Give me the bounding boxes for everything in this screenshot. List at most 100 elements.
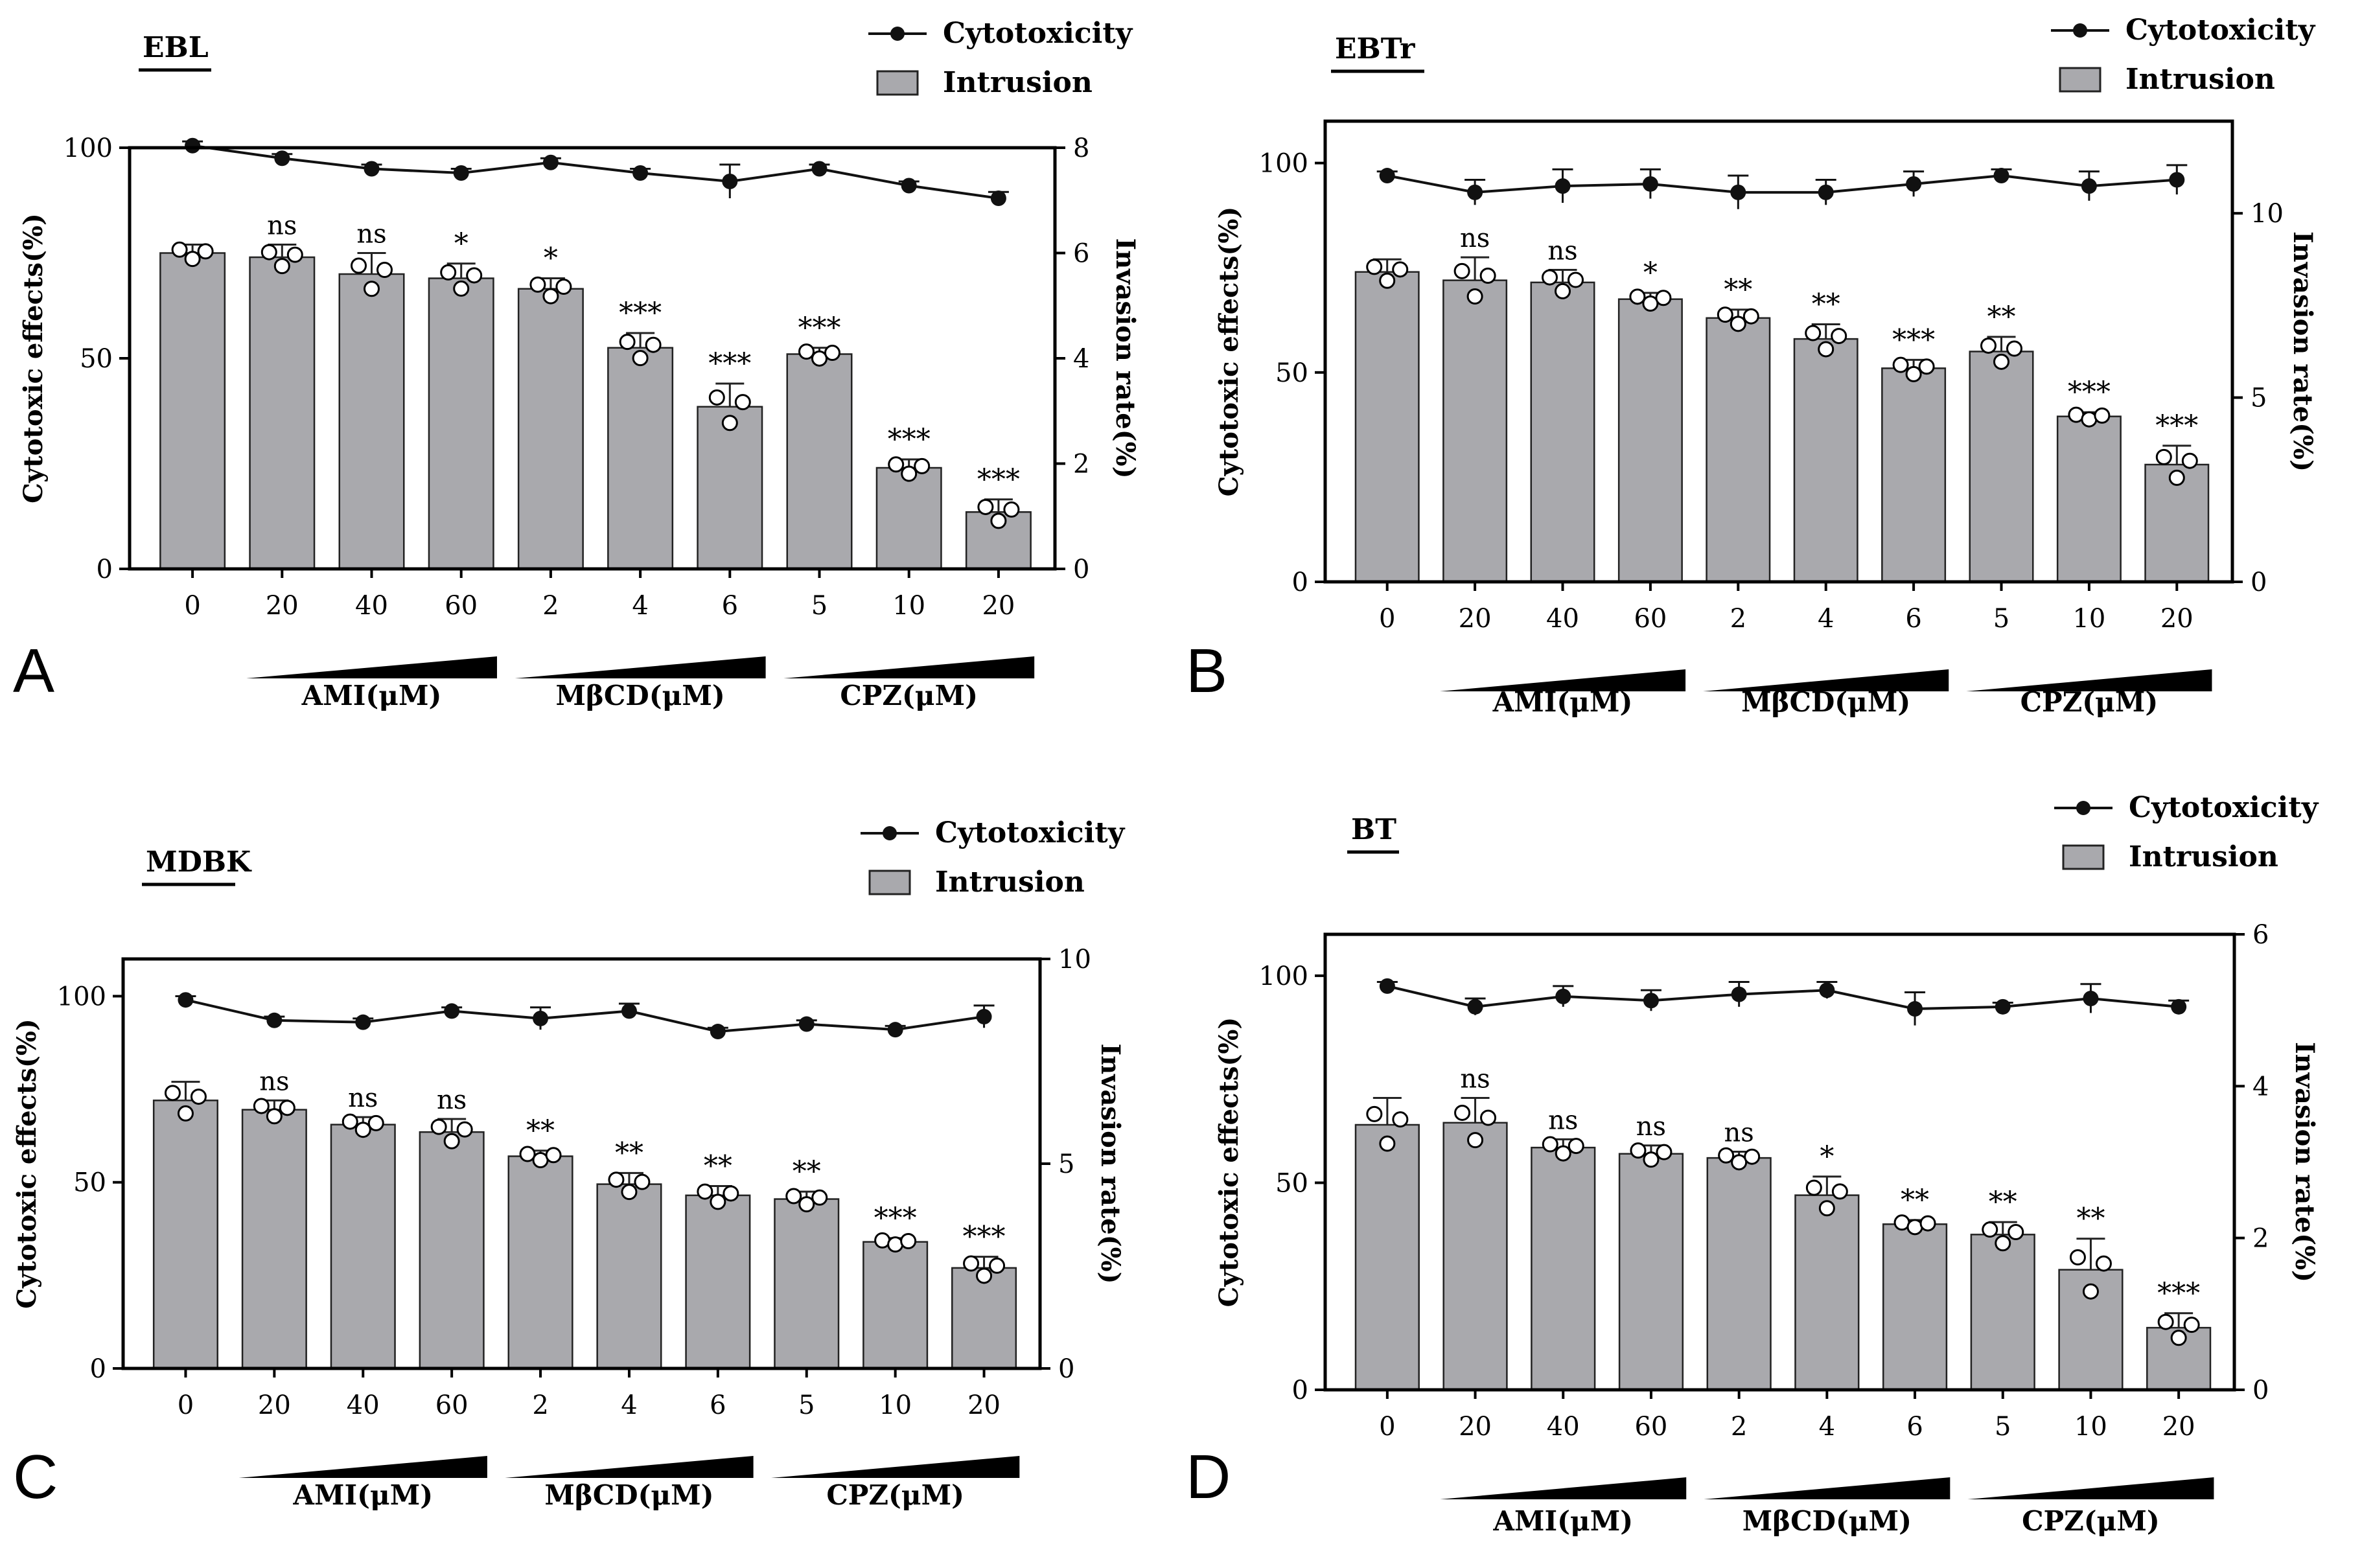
y-tick-label-0: 0 [1292, 568, 1308, 597]
y2-tick-label-2: 10 [1058, 945, 1091, 974]
replicate-point-1-2 [1480, 1109, 1497, 1126]
replicate-point-4-2 [1742, 308, 1759, 325]
significance-label-1: ns [267, 211, 297, 241]
y-tick-label-2: 100 [1259, 962, 1308, 991]
significance-label-6: *** [1892, 323, 1935, 356]
legend-label-cytotoxicity: Cytotoxicity [935, 816, 1126, 849]
y2-tick-label-3: 6 [1073, 239, 1089, 269]
replicate-point-9-0 [963, 1255, 980, 1272]
legend-bar-swatch [2062, 844, 2105, 870]
line-point-5 [1818, 184, 1834, 200]
x-tick-label-6: 6 [710, 1390, 726, 1420]
replicate-point-9-1 [976, 1267, 993, 1284]
replicate-point-6-1 [1905, 365, 1922, 382]
replicate-point-4-0 [529, 276, 546, 293]
significance-label-9: *** [963, 1221, 1006, 1254]
x-tick-label-8: 10 [2072, 604, 2105, 634]
x-tick-label-8: 10 [2074, 1412, 2107, 1442]
x-tick-label-9: 20 [2160, 604, 2194, 634]
x-tick-label-1: 20 [1459, 604, 1492, 634]
replicate-point-3-2 [456, 1121, 473, 1138]
significance-label-2: ns [348, 1083, 378, 1113]
y-tick-label-2: 100 [57, 982, 106, 1011]
replicate-point-1-0 [253, 1098, 270, 1114]
bar-2 [1531, 1146, 1596, 1391]
significance-label-5: ** [615, 1136, 643, 1170]
x-tick-label-9: 20 [967, 1390, 1001, 1420]
replicate-point-5-0 [1805, 325, 1822, 341]
panel-letter: C [13, 1442, 58, 1512]
replicate-point-0-2 [1392, 261, 1409, 278]
x-tick-label-9: 20 [982, 591, 1015, 621]
x-tick-label-3: 60 [445, 591, 478, 621]
significance-label-5: * [1820, 1140, 1834, 1173]
line-point-5 [1819, 982, 1835, 998]
line-point-6 [722, 174, 738, 189]
bar-0 [159, 252, 226, 570]
legend-label-cytotoxicity: Cytotoxicity [943, 17, 1133, 50]
line-point-8 [901, 178, 917, 194]
legend-line-marker [890, 27, 905, 41]
significance-label-7: ** [793, 1155, 821, 1188]
replicate-point-9-0 [2155, 448, 2172, 465]
replicate-point-3-1 [1642, 295, 1659, 312]
legend-label-cytotoxicity: Cytotoxicity [2129, 791, 2319, 824]
x-tick-label-0: 0 [178, 1390, 194, 1420]
x-tick-label-1: 20 [258, 1390, 291, 1420]
group-label-2: CPZ(μM) [2022, 1505, 2160, 1537]
replicate-point-3-0 [1629, 288, 1646, 305]
bar-4 [517, 288, 584, 570]
replicate-point-3-1 [1643, 1151, 1660, 1168]
line-point-0 [178, 992, 194, 1008]
concentration-wedge-1 [505, 1456, 754, 1478]
significance-label-2: ns [1548, 1105, 1578, 1135]
replicate-point-9-0 [977, 498, 994, 515]
y2-tick-label-0: 0 [2252, 1376, 2269, 1405]
replicate-point-2-1 [1555, 282, 1571, 299]
replicate-point-0-0 [1366, 1105, 1383, 1122]
line-point-9 [2171, 998, 2187, 1015]
replicate-point-2-2 [367, 1114, 384, 1131]
replicate-point-9-2 [1003, 501, 1020, 518]
replicate-point-2-1 [354, 1122, 371, 1138]
legend-line-marker [883, 826, 897, 840]
x-tick-label-3: 60 [1634, 604, 1667, 634]
replicate-point-3-1 [443, 1133, 460, 1149]
x-tick-label-2: 40 [1547, 1412, 1580, 1442]
replicate-point-0-2 [190, 1089, 207, 1105]
significance-label-7: ** [1989, 1186, 2017, 1219]
replicate-point-4-0 [1718, 1147, 1735, 1164]
replicate-point-5-1 [1818, 1200, 1835, 1217]
significance-label-1: ns [259, 1066, 289, 1096]
replicate-point-7-2 [2008, 1224, 2024, 1241]
y2-axis-label: Invasion rate(%) [1110, 238, 1140, 478]
replicate-point-0-0 [171, 241, 188, 258]
replicate-point-6-0 [1892, 356, 1909, 373]
concentration-wedge-2 [1966, 669, 2212, 691]
replicate-point-0-1 [1379, 272, 1396, 289]
replicate-point-1-1 [266, 1108, 283, 1125]
bar-6 [1882, 1223, 1948, 1391]
line-point-6 [1907, 1001, 1923, 1017]
x-tick-label-4: 2 [532, 1390, 548, 1420]
line-point-0 [185, 137, 201, 154]
line-point-1 [274, 150, 290, 167]
concentration-wedge-0 [1439, 669, 1686, 691]
panel-letter: D [1186, 1442, 1231, 1512]
bar-6 [1881, 367, 1947, 583]
replicate-point-7-2 [824, 345, 840, 362]
y-tick-label-2: 100 [1259, 149, 1308, 179]
x-tick-label-8: 10 [892, 591, 925, 621]
bar-1 [241, 1109, 307, 1370]
y2-tick-label-2: 10 [2251, 199, 2284, 229]
y-axis-label: Cytotoxic effects(%) [1214, 1017, 1244, 1308]
replicate-point-5-0 [619, 334, 636, 351]
significance-label-9: *** [2157, 1277, 2200, 1310]
replicate-point-2-2 [1568, 271, 1584, 288]
line-point-6 [1906, 176, 1922, 192]
line-point-2 [1555, 178, 1571, 194]
bar-1 [1442, 1122, 1508, 1391]
